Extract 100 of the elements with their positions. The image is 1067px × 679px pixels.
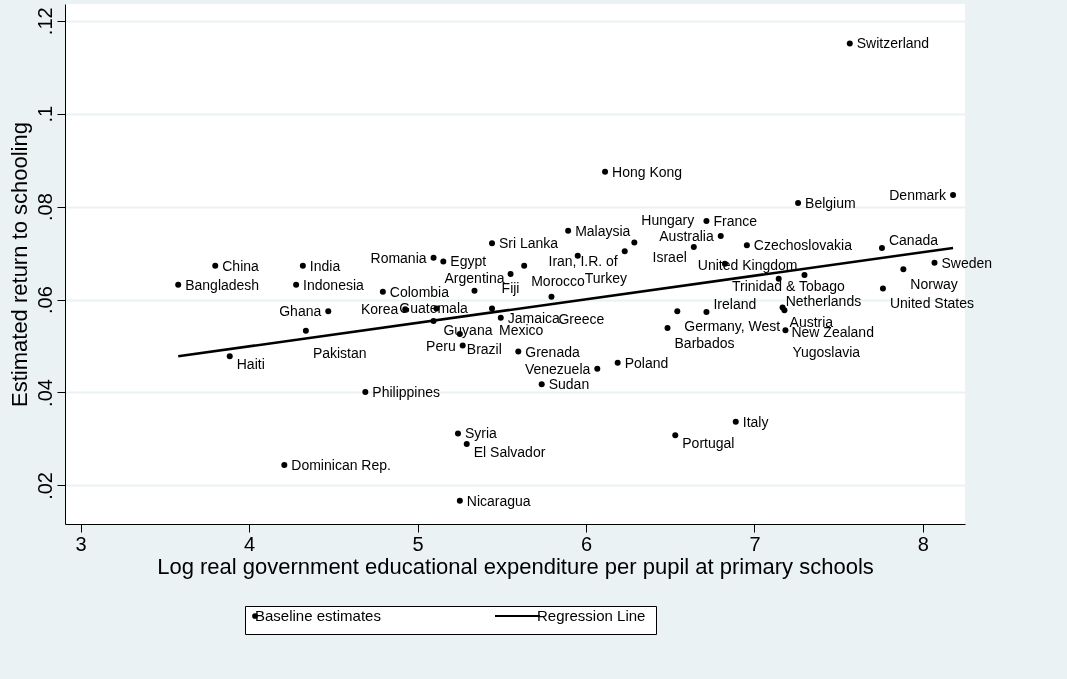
annotation: Ireland [713, 296, 757, 313]
point [325, 308, 332, 315]
annotation: Portugal [682, 435, 735, 452]
point [489, 305, 496, 312]
point [281, 461, 288, 468]
point [456, 497, 463, 504]
point [782, 327, 789, 334]
annotation: Ghana [279, 303, 322, 320]
x-tick-label: 6 [580, 532, 593, 555]
annotation: Philippines [372, 384, 441, 401]
annotation: United States [889, 295, 975, 312]
point [538, 381, 545, 388]
point [521, 262, 528, 269]
point [690, 244, 697, 251]
annotation: Malaysia [575, 222, 631, 239]
x-tick-label: 4 [244, 532, 256, 555]
annotation: China [222, 257, 260, 274]
y-tick-label: .04 [33, 379, 56, 407]
point [631, 239, 638, 246]
point [602, 168, 609, 175]
annotation: Guatemala [399, 299, 469, 316]
annotation: Guyana [443, 322, 493, 339]
point [703, 309, 710, 316]
annotation: Egypt [450, 253, 487, 270]
point [548, 293, 555, 300]
annotation: Iran, I.R. of [548, 253, 618, 270]
x-tick-label: 8 [917, 532, 929, 555]
point [801, 271, 808, 278]
annotation: India [309, 257, 341, 274]
annotation: Nicaragua [466, 492, 531, 509]
point [440, 258, 447, 265]
point [703, 218, 710, 225]
point [621, 248, 628, 255]
x-tick-label: 5 [412, 532, 424, 555]
point [362, 389, 369, 396]
point [212, 262, 219, 269]
point [900, 266, 907, 273]
annotation: Trinidad & Tobago [731, 277, 846, 294]
y-tick-label: .08 [33, 193, 56, 222]
annotation: Brazil [466, 340, 502, 357]
point [302, 327, 309, 334]
point [594, 365, 601, 372]
point [672, 432, 679, 439]
annotation: Germany, West [684, 318, 781, 335]
y-tick-label: .02 [33, 472, 56, 500]
point [879, 285, 886, 292]
annotation: Norway [910, 276, 958, 293]
annotation: Israel [652, 249, 687, 266]
annotation: Syria [464, 425, 498, 442]
annotation: Belgium [805, 194, 856, 211]
annotation: Italy [742, 413, 769, 430]
annotation: Greece [558, 310, 605, 327]
point [743, 242, 750, 249]
y-tick-label: .06 [33, 286, 56, 314]
annotation: Sri Lanka [499, 235, 559, 252]
point [674, 308, 681, 315]
annotation: Yugoslavia [792, 344, 861, 361]
annotation: Switzerland [856, 35, 930, 52]
annotation: Poland [624, 354, 669, 371]
point [226, 353, 233, 360]
annotation: France [713, 213, 758, 230]
annotation: Bangladesh [185, 276, 260, 293]
point [497, 314, 504, 321]
point [565, 227, 572, 234]
annotation: Hong Kong [612, 163, 683, 180]
point [931, 259, 938, 266]
y-axis-title: Estimated return to schooling [6, 122, 32, 407]
point [507, 271, 514, 277]
point [614, 359, 621, 366]
point [489, 240, 496, 247]
annotation: Korea [360, 301, 399, 318]
legend-label: Baseline estimates [255, 607, 381, 624]
point [175, 281, 182, 288]
point [430, 254, 437, 261]
point [515, 348, 522, 355]
point [664, 324, 671, 331]
point [846, 40, 853, 47]
annotation: Indonesia [303, 276, 365, 293]
annotation: Colombia [389, 283, 450, 300]
annotation: Turkey [584, 269, 628, 286]
y-tick-label: .12 [33, 7, 56, 36]
annotation: Sudan [548, 376, 590, 393]
point [574, 252, 581, 259]
annotation: Hungary [641, 212, 695, 229]
annotation: Australia [659, 227, 714, 244]
point [379, 288, 386, 295]
annotation: Romania [370, 249, 427, 266]
annotation: Denmark [889, 186, 948, 203]
annotation: Peru [426, 337, 456, 354]
point [293, 281, 300, 288]
y-tick-label: .1 [33, 105, 56, 123]
point [454, 430, 461, 437]
annotation: Pakistan [312, 344, 367, 361]
annotation: Mexico [499, 322, 544, 339]
point [732, 418, 739, 425]
annotation: Dominican Rep. [291, 456, 391, 473]
x-tick-label: 7 [749, 532, 761, 555]
point [878, 244, 885, 251]
point [717, 232, 724, 239]
point [459, 342, 466, 349]
